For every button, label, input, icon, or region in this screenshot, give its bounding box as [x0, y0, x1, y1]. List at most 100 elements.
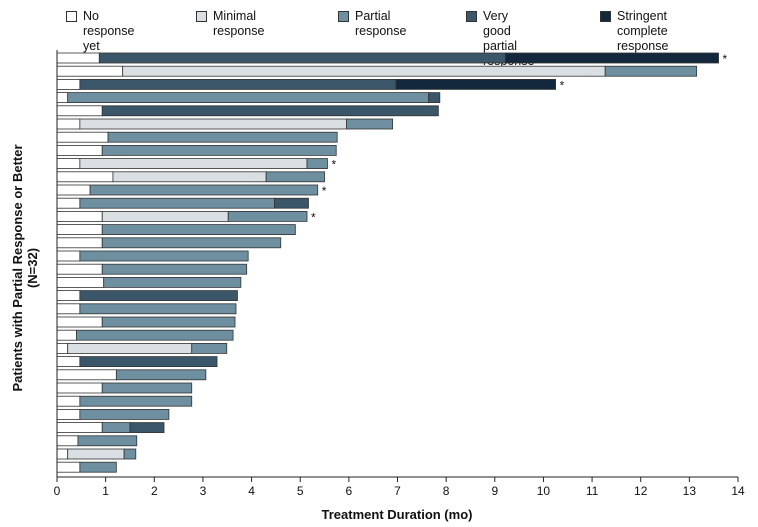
bar-segment-partial — [79, 197, 275, 209]
bar-segment-partial — [101, 422, 131, 434]
bar-segment-partial — [227, 210, 308, 222]
x-tick-label: 13 — [683, 484, 697, 498]
patient-bar: * — [56, 184, 327, 198]
bar-segment-vgpr — [79, 356, 218, 368]
bar-segment-no-response — [56, 329, 77, 341]
bar-segment-partial — [101, 263, 248, 275]
patient-bar — [56, 369, 207, 381]
bar-segment-no-response — [56, 92, 69, 103]
bar-segment-no-response — [56, 276, 105, 288]
bar-segment-no-response — [56, 118, 81, 130]
patient-bar — [56, 395, 193, 407]
x-tick-label: 6 — [346, 484, 353, 498]
bar-segment-no-response — [56, 316, 103, 328]
bar-segment-partial — [306, 158, 328, 170]
x-tick-label: 2 — [151, 484, 158, 498]
patient-bar — [56, 382, 193, 394]
bar-segment-scr — [505, 52, 719, 64]
bar-segment-partial — [79, 395, 193, 407]
bar-segment-no-response — [56, 158, 81, 170]
bar-segment-partial — [115, 369, 207, 381]
asterisk-marker: * — [311, 210, 316, 224]
bar-segment-no-response — [56, 224, 103, 236]
bar-segment-no-response — [56, 237, 103, 249]
bar-segment-no-response — [56, 435, 79, 447]
asterisk-marker: * — [331, 158, 336, 172]
x-tick-label: 3 — [200, 484, 207, 498]
bar-segment-vgpr — [79, 79, 397, 90]
patient-bar — [56, 144, 337, 156]
x-tick-label: 0 — [54, 484, 61, 498]
patient-bar — [56, 276, 242, 288]
patient-bar — [56, 131, 338, 143]
legend-swatch — [466, 11, 477, 22]
asterisk-marker: * — [560, 78, 565, 92]
x-tick-label: 7 — [394, 484, 401, 498]
bar-segment-partial — [67, 92, 430, 103]
bar-segment-minimal — [122, 65, 606, 77]
patient-bar — [56, 448, 137, 460]
patient-bar — [56, 237, 282, 249]
bar-segment-vgpr — [129, 422, 165, 434]
bar-segment-no-response — [56, 408, 81, 420]
patient-bar: * — [56, 158, 336, 172]
patient-bar — [56, 461, 117, 473]
bar-segment-partial — [103, 276, 242, 288]
patient-bar — [56, 316, 236, 328]
y-axis-sublabel: (N=32) — [25, 248, 40, 288]
bar-segment-partial — [79, 250, 249, 262]
bar-segment-partial — [107, 131, 338, 143]
bar-segment-minimal — [67, 342, 193, 354]
bar-segment-no-response — [56, 382, 103, 394]
bar-segment-no-response — [56, 197, 81, 209]
bar-segment-no-response — [56, 131, 109, 143]
bar-segment-partial — [123, 448, 137, 460]
bar-segment-no-response — [56, 290, 81, 302]
patient-bar — [56, 290, 238, 302]
patient-bar: * — [56, 78, 565, 92]
bar-segment-no-response — [56, 422, 103, 434]
bar-segment-partial — [101, 382, 193, 394]
patient-bar — [56, 329, 234, 341]
bar-segment-no-response — [56, 52, 100, 64]
bar-segment-no-response — [56, 184, 91, 196]
legend-label: Stringent complete response — [617, 9, 669, 53]
x-tick-label: 5 — [297, 484, 304, 498]
legend-swatch — [196, 11, 207, 22]
bar-segment-no-response — [56, 448, 69, 460]
bar-segment-no-response — [56, 144, 103, 156]
patient-bar — [56, 250, 249, 262]
bar-segment-no-response — [56, 210, 103, 222]
x-tick-label: 1 — [102, 484, 109, 498]
bar-segment-partial — [101, 237, 282, 249]
x-tick-label: 14 — [731, 484, 745, 498]
x-tick-label: 10 — [537, 484, 551, 498]
patient-bar — [56, 197, 309, 209]
legend-label: No response yet — [83, 9, 135, 53]
asterisk-marker: * — [322, 184, 327, 198]
asterisk-marker: * — [723, 52, 728, 66]
bar-segment-vgpr — [79, 290, 238, 302]
bar-segment-partial — [76, 329, 234, 341]
patient-bar — [56, 303, 237, 315]
bar-segment-partial — [79, 303, 237, 315]
bar-segment-no-response — [56, 303, 81, 315]
patient-bar — [56, 92, 441, 103]
patient-bar — [56, 65, 698, 77]
bar-segment-minimal — [101, 210, 229, 222]
legend-swatch — [66, 11, 77, 22]
patient-bar — [56, 342, 228, 354]
legend-label: Partial response — [355, 9, 407, 38]
bar-segment-partial — [604, 65, 698, 77]
bar-segment-no-response — [56, 105, 103, 117]
x-tick-label: 12 — [634, 484, 648, 498]
bar-segment-no-response — [56, 342, 69, 354]
bar-segment-no-response — [56, 461, 81, 473]
legend-swatch — [600, 11, 611, 22]
bar-segment-vgpr — [428, 92, 441, 103]
bar-segment-no-response — [56, 263, 103, 275]
patient-bar — [56, 224, 296, 236]
bar-segment-partial — [101, 316, 236, 328]
patient-bar — [56, 263, 248, 275]
